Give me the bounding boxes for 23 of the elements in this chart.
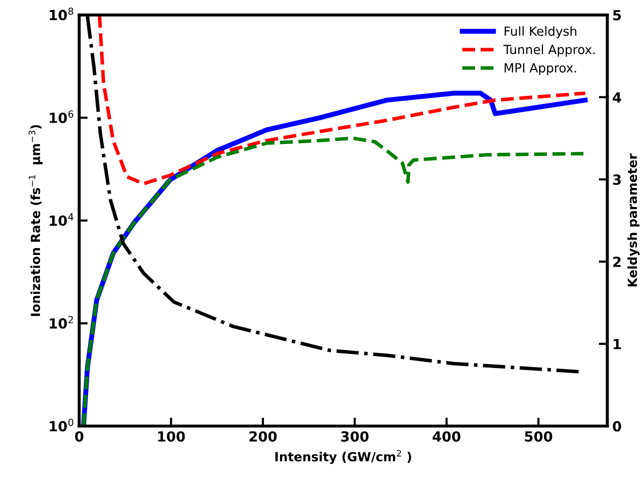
y2-tick-label: 4 [612,92,622,102]
y-tick-label: 10$^{2}$ [50,316,73,329]
legend-label: Tunnel Approx. [503,44,595,57]
x-tick-label: 200 [249,431,277,442]
x-tick-label: 0 [75,431,84,442]
y2-tick-label: 0 [612,421,622,432]
y-tick-label: 10$^{0}$ [50,418,74,432]
legend-label: MPI Approx. [504,63,576,75]
y2-axis-title: Keldysh parameter [627,153,640,286]
x-tick-label: 100 [158,431,185,442]
x-tick-label: 500 [524,431,552,442]
y-tick-label: 10$^{6}$ [50,110,74,124]
y2-tick-label: 3 [613,174,621,185]
legend-label: Full Keldysh [504,26,576,38]
y2-tick-label: 5 [613,10,621,20]
y-tick-label: 10$^{8}$ [50,8,74,20]
x-axis-title: Intensity (GW/cm$^{2}$ ) [275,450,412,464]
y2-tick-label: 2 [613,256,621,267]
x-tick-label: 400 [432,431,460,442]
text: Ionization Rate (fs$^{−1}$ μm$^{−3}$) [28,125,43,316]
y-tick-label: 10$^{4}$ [50,213,74,226]
y2-tick-label: 1 [614,339,621,350]
x-tick-label: 300 [341,431,369,442]
